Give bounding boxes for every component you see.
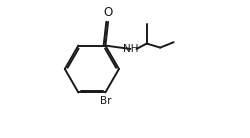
Text: O: O [104, 6, 113, 19]
Text: NH: NH [123, 44, 138, 54]
Text: Br: Br [100, 96, 112, 107]
